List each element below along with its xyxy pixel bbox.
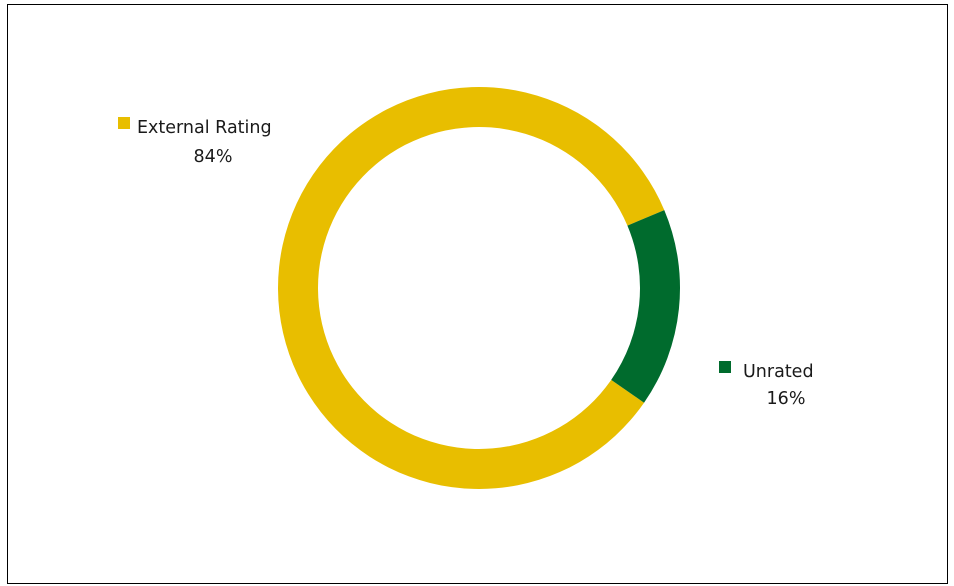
slice-name-unrated: Unrated xyxy=(743,362,814,382)
slice-value-unrated: 16% xyxy=(767,389,806,409)
donut-slices xyxy=(277,87,680,490)
slice-value-external-rating: 84% xyxy=(194,147,233,167)
slice-labels: External Rating 84% Unrated 16% xyxy=(118,117,814,409)
legend-swatch-external-rating xyxy=(118,117,130,129)
slice-unrated xyxy=(611,210,680,403)
slice-external-rating xyxy=(277,87,665,490)
slice-name-external-rating: External Rating xyxy=(137,118,272,138)
legend-swatch-unrated xyxy=(719,361,731,373)
